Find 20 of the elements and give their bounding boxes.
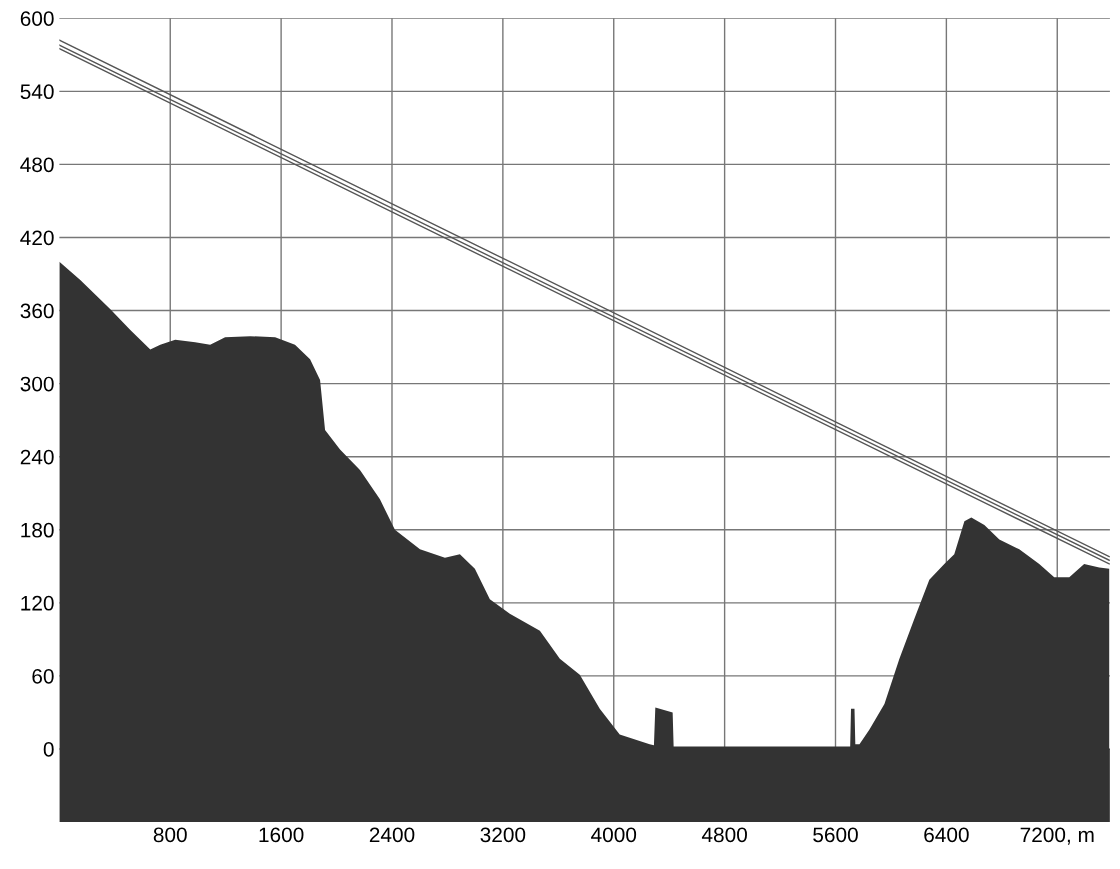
y-tick-label: 0 xyxy=(43,742,54,757)
x-tick-label: 4000 xyxy=(591,827,637,843)
x-tick-label: 800 xyxy=(153,827,187,843)
y-tick-label: 600 xyxy=(20,11,54,26)
y-tick-label: 180 xyxy=(21,522,54,538)
x-tick-label: 6400 xyxy=(924,827,969,843)
y-tick-label: 240 xyxy=(20,449,54,465)
y-tick-label: 120 xyxy=(21,595,54,611)
x-tick-label: 1600 xyxy=(259,827,304,843)
x-tick-label: 7200, m xyxy=(1020,827,1094,845)
y-tick-label: 480 xyxy=(20,157,54,173)
y-tick-label: 540 xyxy=(20,84,54,100)
y-tick-label: 360 xyxy=(20,303,54,319)
x-tick-label: 5600 xyxy=(813,827,858,843)
x-tick-label: 4800 xyxy=(701,827,747,843)
y-tick-label: 300 xyxy=(20,376,54,392)
y-tick-label: 60 xyxy=(32,668,54,684)
x-tick-label: 3200 xyxy=(480,827,526,843)
y-tick-label: 420 xyxy=(20,230,54,246)
x-tick-label: 2400 xyxy=(369,827,415,843)
